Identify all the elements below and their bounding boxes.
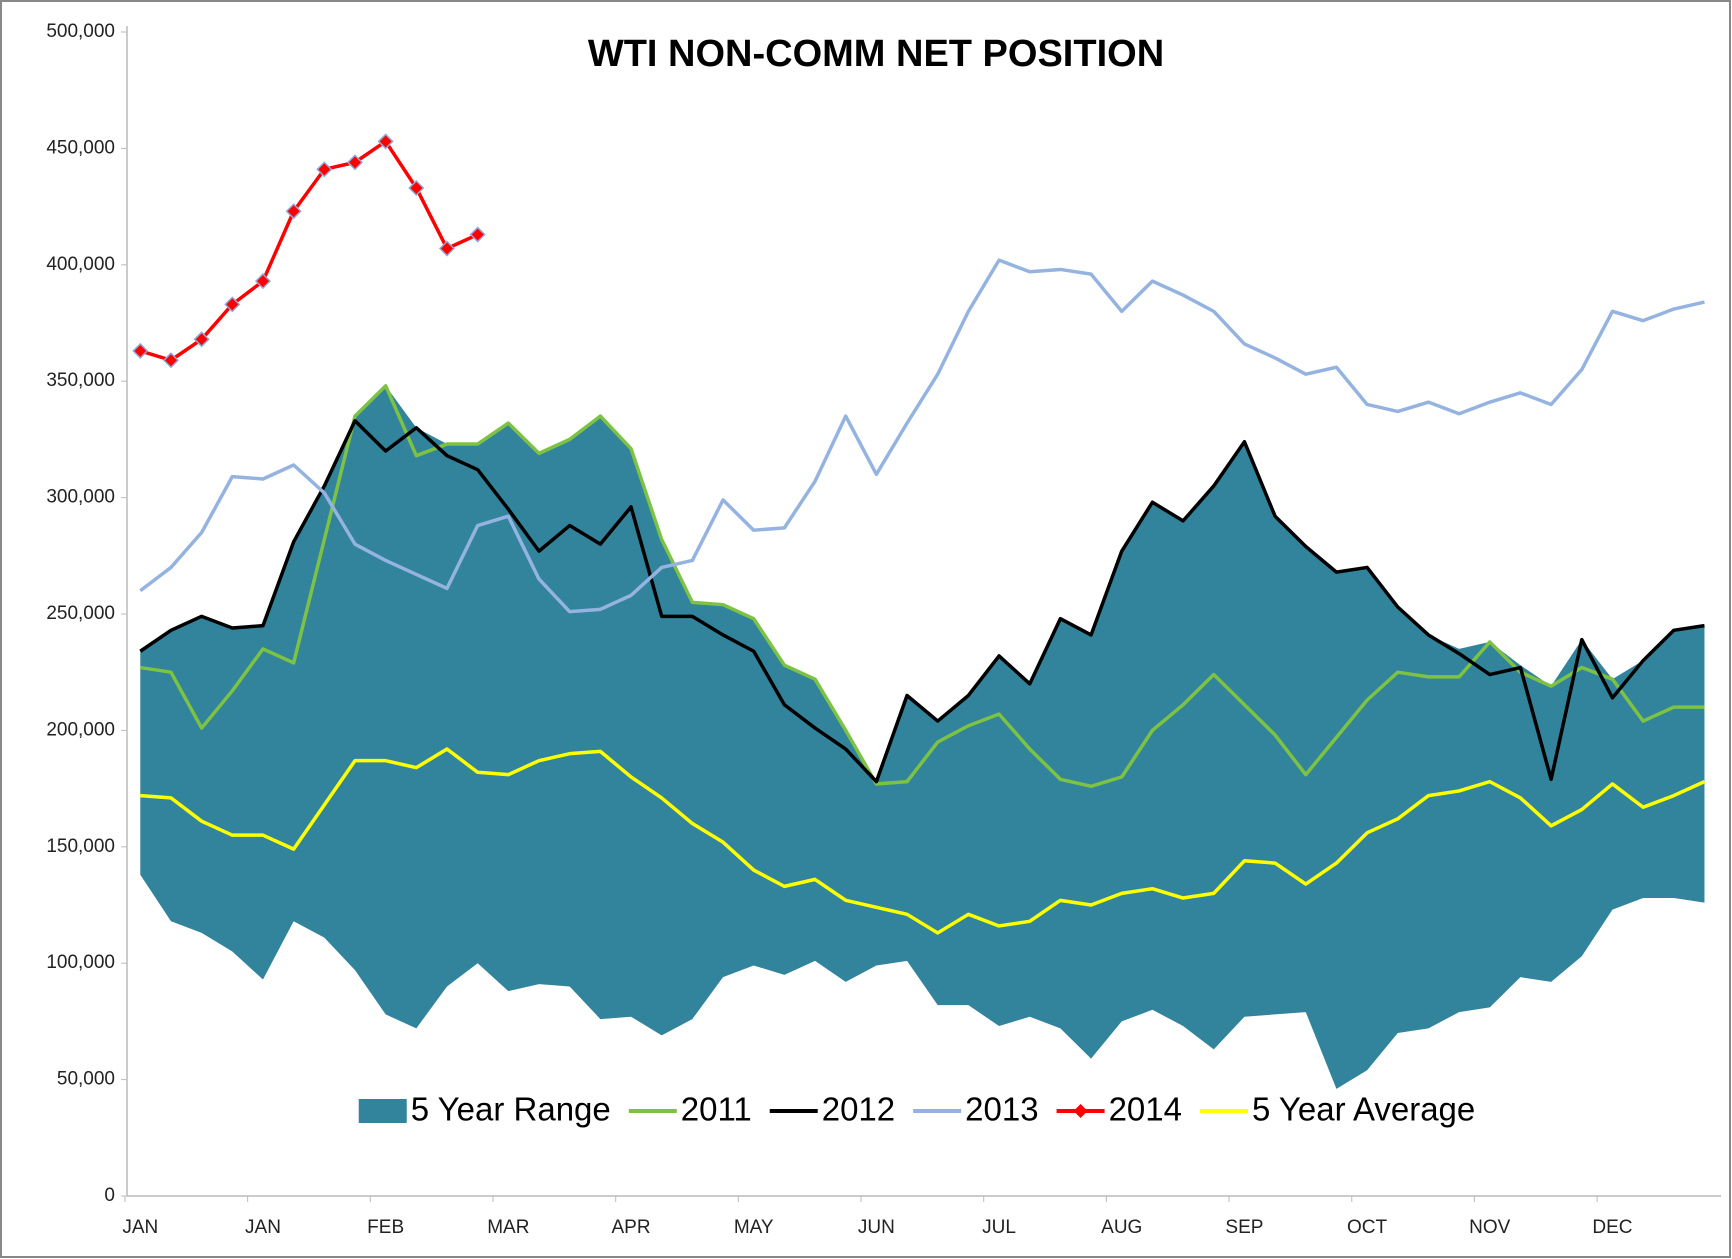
point-marker (377, 133, 394, 150)
x-tick-label: DEC (1592, 1217, 1632, 1238)
point-marker (438, 240, 456, 257)
x-tick-label: FEB (367, 1217, 404, 1238)
x-tick-label: OCT (1347, 1217, 1388, 1238)
point-marker (285, 203, 302, 220)
y-tick-label: 0 (104, 1185, 115, 1206)
x-tick-label: JAN (245, 1217, 281, 1238)
legend-item: 2012 (769, 1091, 895, 1128)
series-line (140, 384, 1705, 789)
legend-item: 5 Year Average (1199, 1091, 1475, 1128)
point-marker (346, 154, 364, 171)
x-tick-label: NOV (1469, 1217, 1511, 1238)
y-tick-label: 150,000 (46, 836, 115, 857)
x-tick-label: JUN (858, 1217, 895, 1238)
legend-label: 2014 (1109, 1091, 1182, 1128)
legend-item: 2011 (628, 1091, 752, 1128)
legend-marker (1073, 1104, 1088, 1118)
y-tick-label: 300,000 (46, 487, 115, 508)
legend-label: 2012 (822, 1091, 895, 1128)
chart-title: WTI NON-COMM NET POSITION (588, 33, 1164, 75)
legend-label: 2011 (681, 1091, 752, 1128)
y-tick-label: 500,000 (46, 21, 115, 42)
point-marker (193, 331, 210, 348)
series-line (139, 419, 1705, 784)
legend-label: 2013 (965, 1091, 1038, 1128)
y-tick-label: 200,000 (46, 719, 115, 740)
x-tick-label: APR (611, 1217, 650, 1238)
point-marker (254, 273, 272, 290)
point-marker (316, 161, 333, 178)
series-line (139, 258, 1705, 614)
legend-swatch (358, 1099, 407, 1123)
x-tick-label: JUL (982, 1217, 1016, 1238)
y-tick-label: 350,000 (46, 370, 115, 391)
point-marker (132, 342, 149, 359)
legend-label: 5 Year Range (411, 1091, 611, 1128)
legend-item: 5 Year Range (358, 1091, 611, 1128)
point-marker (469, 226, 486, 243)
legend: 5 Year Range 2011 2012 2013 2014 5 Year Avera… (358, 1091, 1475, 1128)
y-tick-label: 450,000 (46, 137, 115, 158)
legend-label: 5 Year Average (1252, 1091, 1475, 1128)
x-tick-label: SEP (1225, 1217, 1263, 1238)
x-tick-label: JAN (122, 1217, 158, 1238)
x-tick-label: MAY (734, 1217, 774, 1238)
point-marker (224, 296, 241, 313)
x-tick-label: AUG (1101, 1217, 1142, 1238)
legend-item: 2013 (913, 1091, 1039, 1128)
y-tick-label: 50,000 (57, 1069, 115, 1090)
point-marker (408, 179, 425, 197)
series-line (139, 139, 479, 362)
y-tick-label: 100,000 (46, 952, 115, 973)
legend-item: 2014 (1056, 1091, 1182, 1128)
x-tick-label: MAR (487, 1217, 529, 1238)
y-tick-label: 250,000 (46, 603, 115, 624)
point-marker (162, 352, 180, 369)
series-line (140, 747, 1706, 935)
y-tick-label: 400,000 (46, 254, 115, 275)
